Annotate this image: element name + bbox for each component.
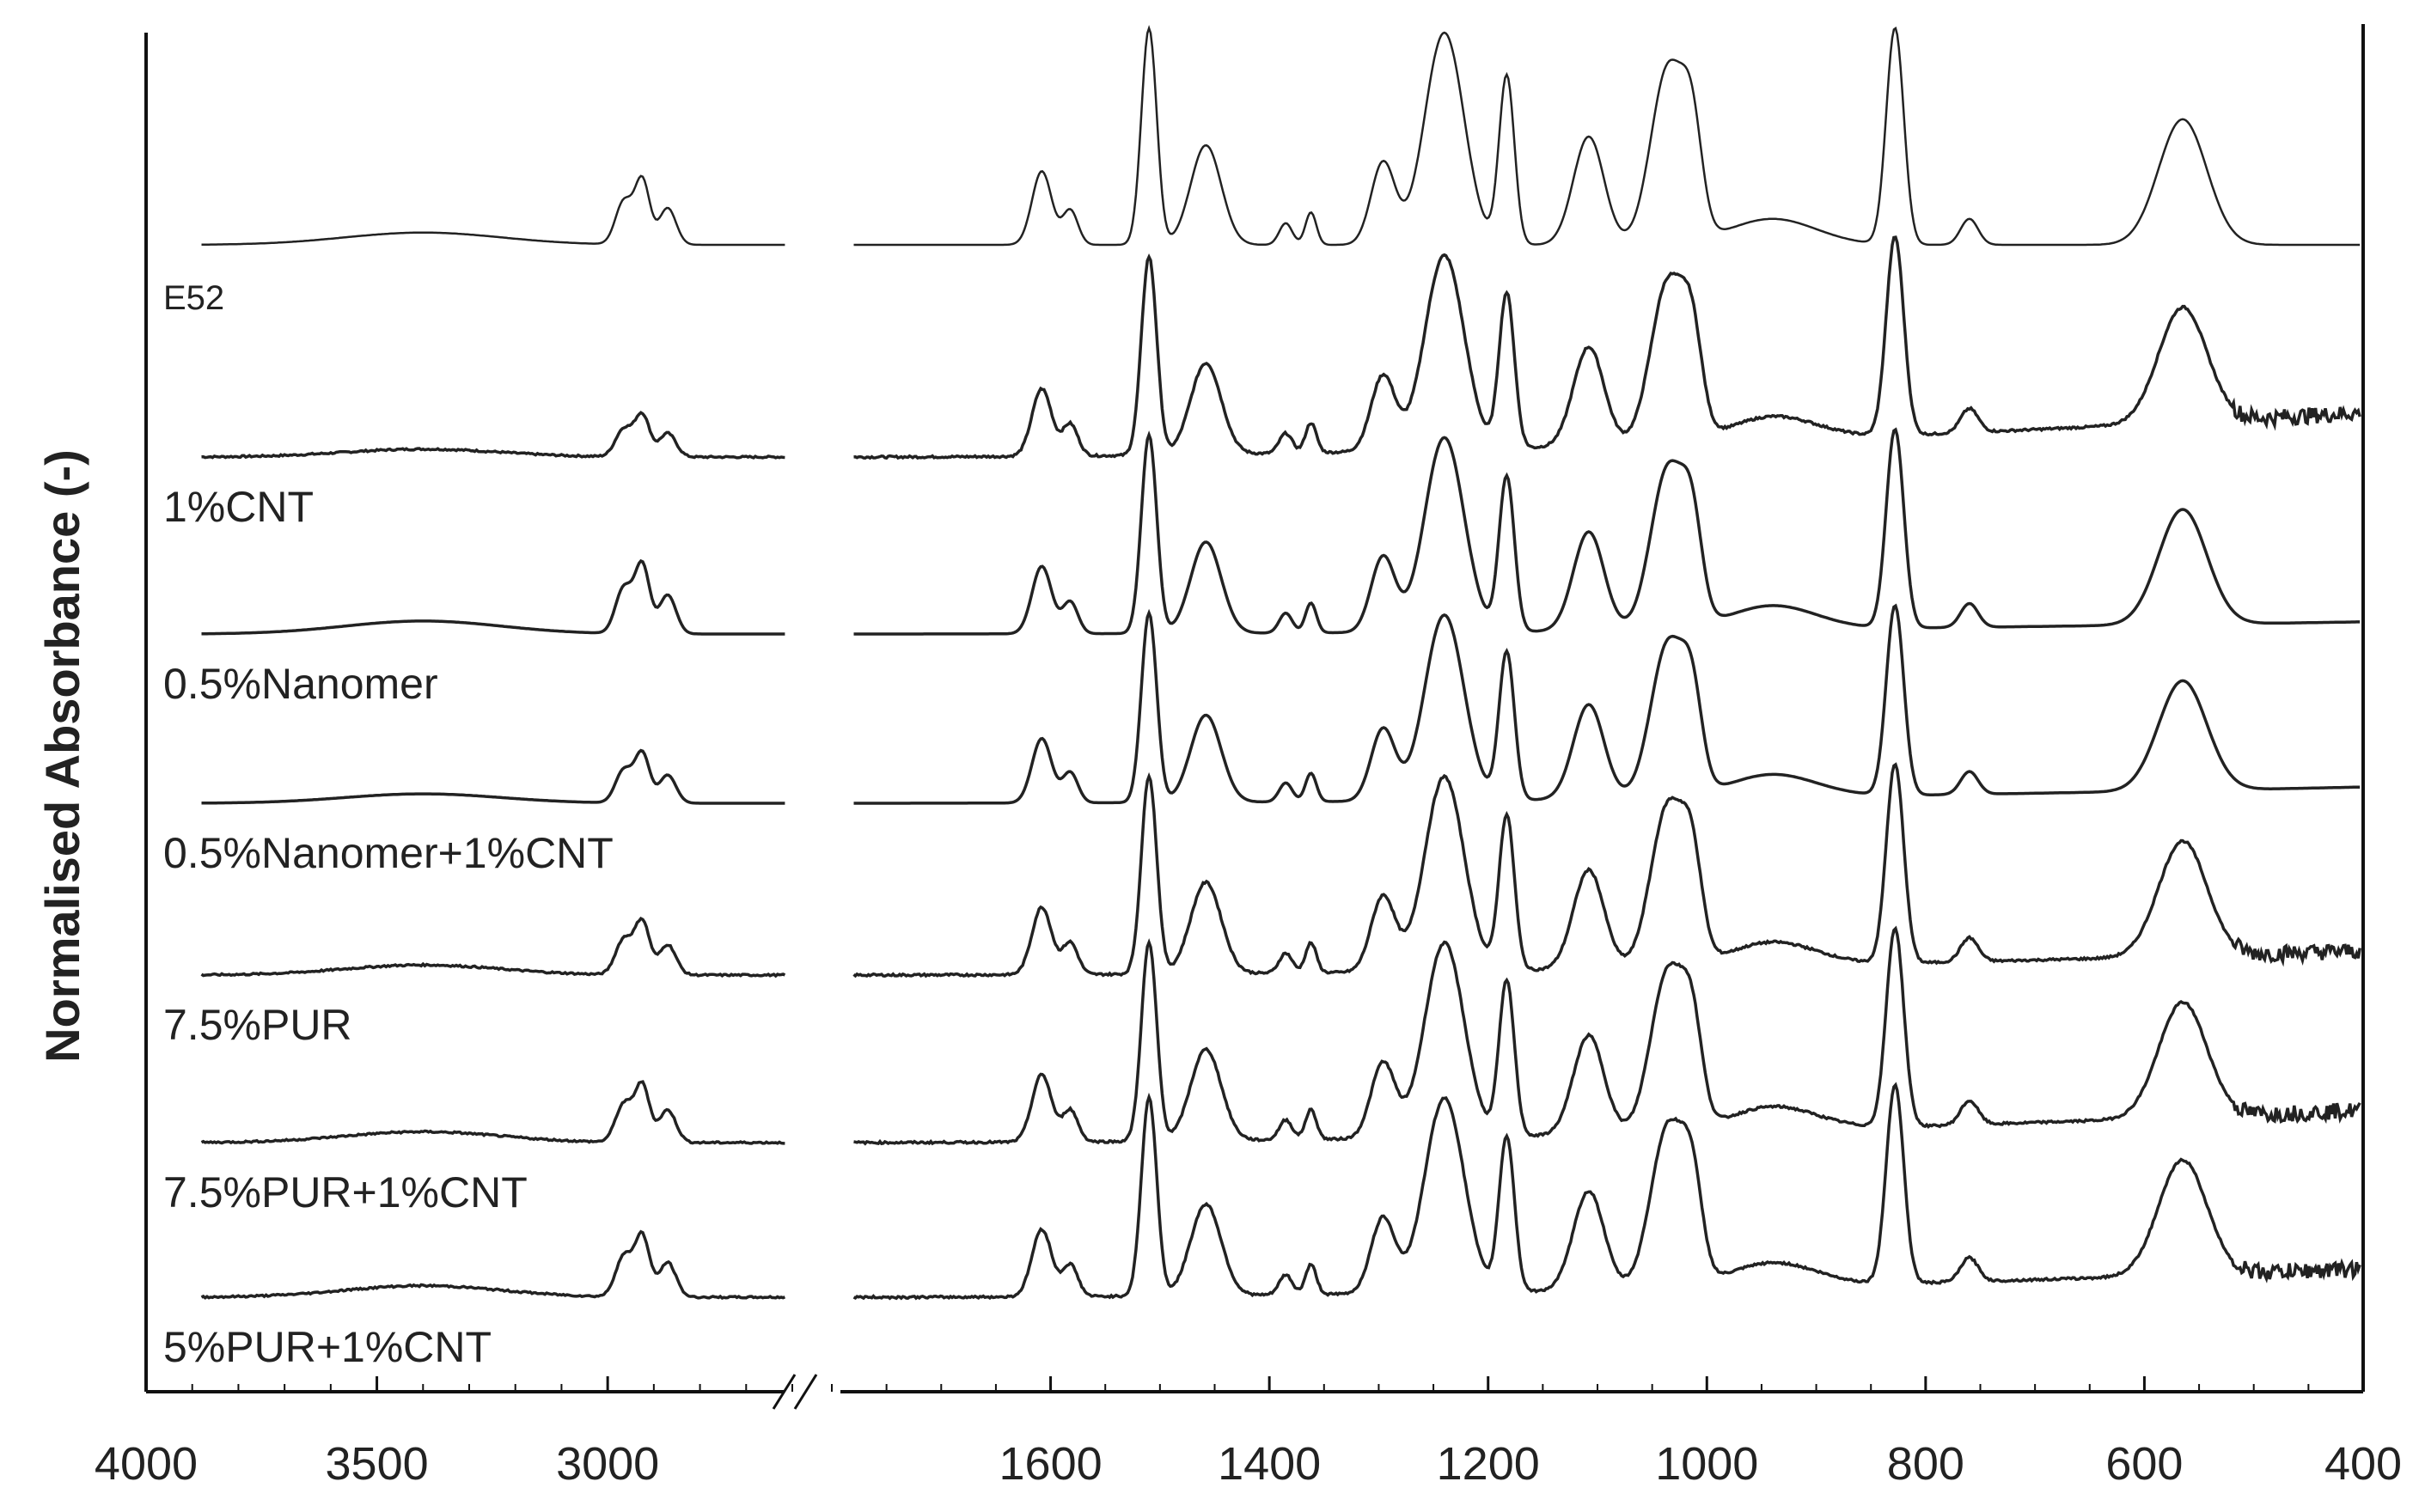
series-line-left bbox=[200, 1080, 785, 1145]
series-line-left bbox=[200, 916, 786, 979]
x-tick-label: 800 bbox=[1887, 1438, 1964, 1490]
series-line-left bbox=[201, 411, 785, 460]
x-tick-label: 600 bbox=[2105, 1438, 2183, 1490]
axis-break-slash-1 bbox=[772, 1374, 797, 1410]
series-label: 0.5%Nanomer+1%CNT bbox=[163, 829, 614, 877]
series-line-right bbox=[853, 603, 2361, 805]
series-line-right bbox=[853, 925, 2361, 1146]
x-axis-ticks: 4000 3500 3000 1600 1400 1200 1000 800 600 400 bbox=[95, 1376, 2402, 1490]
axis-break-mark bbox=[772, 1374, 818, 1410]
y-axis-label: Normalised Absorbance (-) bbox=[35, 449, 89, 1063]
series-label: 7.5%PUR+1%CNT bbox=[163, 1168, 528, 1216]
series-labels: E52 1%CNT 0.5%Nanomer 0.5%Nanomer+1%CNT 7.5%… bbox=[163, 279, 614, 1371]
x-tick-label: 1400 bbox=[1218, 1438, 1321, 1490]
series-line-right bbox=[853, 235, 2361, 460]
axis-break-slash-2 bbox=[793, 1374, 818, 1410]
x-tick-label: 1000 bbox=[1655, 1438, 1758, 1490]
x-tick-label: 1200 bbox=[1437, 1438, 1540, 1490]
series-label: E52 bbox=[163, 279, 224, 317]
series-line-right bbox=[852, 762, 2361, 979]
series-line-right bbox=[853, 427, 2361, 636]
x-tick-label: 3000 bbox=[556, 1438, 659, 1490]
series-line-left bbox=[200, 1229, 786, 1301]
x-tick-label: 4000 bbox=[95, 1438, 198, 1490]
series-line-left bbox=[201, 748, 785, 805]
spectra-series bbox=[200, 24, 2361, 1301]
plot-frame bbox=[144, 24, 2365, 1393]
series-label: 1%CNT bbox=[163, 483, 314, 531]
series-line-right bbox=[853, 24, 2361, 247]
series-line-left bbox=[201, 558, 785, 636]
x-tick-label: 1600 bbox=[999, 1438, 1103, 1490]
series-line-right bbox=[852, 1082, 2361, 1301]
x-tick-label: 400 bbox=[2324, 1438, 2402, 1490]
series-line-left bbox=[201, 174, 785, 247]
series-label: 0.5%Nanomer bbox=[163, 660, 438, 708]
series-label: 5%PUR+1%CNT bbox=[163, 1323, 492, 1371]
series-label: 7.5%PUR bbox=[163, 1001, 352, 1049]
x-tick-label: 3500 bbox=[326, 1438, 429, 1490]
